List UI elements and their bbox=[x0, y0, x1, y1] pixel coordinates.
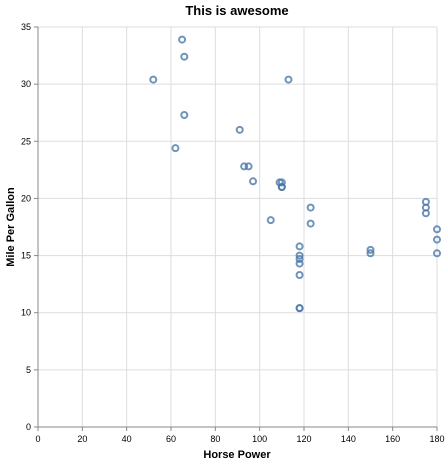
data-point[interactable] bbox=[249, 177, 258, 186]
data-point[interactable] bbox=[295, 242, 304, 251]
y-tick-label: 10 bbox=[21, 308, 31, 318]
data-point[interactable] bbox=[433, 235, 441, 244]
y-tick-label: 35 bbox=[21, 22, 31, 32]
data-point[interactable] bbox=[366, 249, 375, 258]
y-tick-label: 25 bbox=[21, 136, 31, 146]
data-point[interactable] bbox=[277, 178, 286, 187]
data-point[interactable] bbox=[421, 209, 430, 218]
data-point[interactable] bbox=[284, 75, 293, 84]
x-tick-label: 20 bbox=[77, 434, 87, 444]
data-point[interactable] bbox=[295, 304, 304, 313]
data-point[interactable] bbox=[366, 245, 375, 254]
data-point[interactable] bbox=[433, 249, 441, 258]
x-tick-label: 40 bbox=[122, 434, 132, 444]
data-point[interactable] bbox=[306, 203, 315, 212]
grid bbox=[37, 26, 438, 428]
data-point[interactable] bbox=[244, 162, 253, 171]
data-point[interactable] bbox=[171, 144, 180, 153]
data-points bbox=[149, 35, 441, 313]
x-tick-label: 120 bbox=[296, 434, 311, 444]
data-point[interactable] bbox=[295, 259, 304, 268]
x-tick-label: 60 bbox=[166, 434, 176, 444]
data-point[interactable] bbox=[149, 75, 158, 84]
data-point[interactable] bbox=[433, 225, 441, 234]
y-tick-label: 15 bbox=[21, 251, 31, 261]
x-axis-title: Horse Power bbox=[203, 449, 271, 461]
y-tick-label: 5 bbox=[26, 365, 31, 375]
chart-title: This is awesome bbox=[185, 3, 288, 18]
data-point[interactable] bbox=[180, 111, 189, 119]
x-tick-label: 100 bbox=[252, 434, 267, 444]
y-tick-label: 0 bbox=[26, 422, 31, 432]
data-point[interactable] bbox=[295, 271, 304, 279]
data-point[interactable] bbox=[277, 183, 286, 191]
data-point[interactable] bbox=[295, 251, 304, 260]
data-point[interactable] bbox=[306, 219, 315, 228]
x-tick-label: 0 bbox=[35, 434, 40, 444]
data-point[interactable] bbox=[266, 216, 275, 225]
data-point[interactable] bbox=[240, 162, 249, 171]
data-point[interactable] bbox=[235, 125, 244, 134]
y-tick-label: 20 bbox=[21, 193, 31, 203]
x-tick-label: 160 bbox=[385, 434, 400, 444]
y-axis-title: Mile Per Gallon bbox=[5, 187, 17, 267]
y-tick-label: 30 bbox=[21, 79, 31, 89]
data-point[interactable] bbox=[295, 255, 304, 263]
x-tick-label: 180 bbox=[429, 434, 444, 444]
x-tick-label: 80 bbox=[210, 434, 220, 444]
x-tick-label: 140 bbox=[341, 434, 356, 444]
axes: 0 20 40 60 80 100 120 140 160 180 0 5 10 15 20 25 30 35 bbox=[21, 22, 445, 444]
data-point[interactable] bbox=[180, 52, 189, 61]
data-point[interactable] bbox=[178, 35, 187, 44]
